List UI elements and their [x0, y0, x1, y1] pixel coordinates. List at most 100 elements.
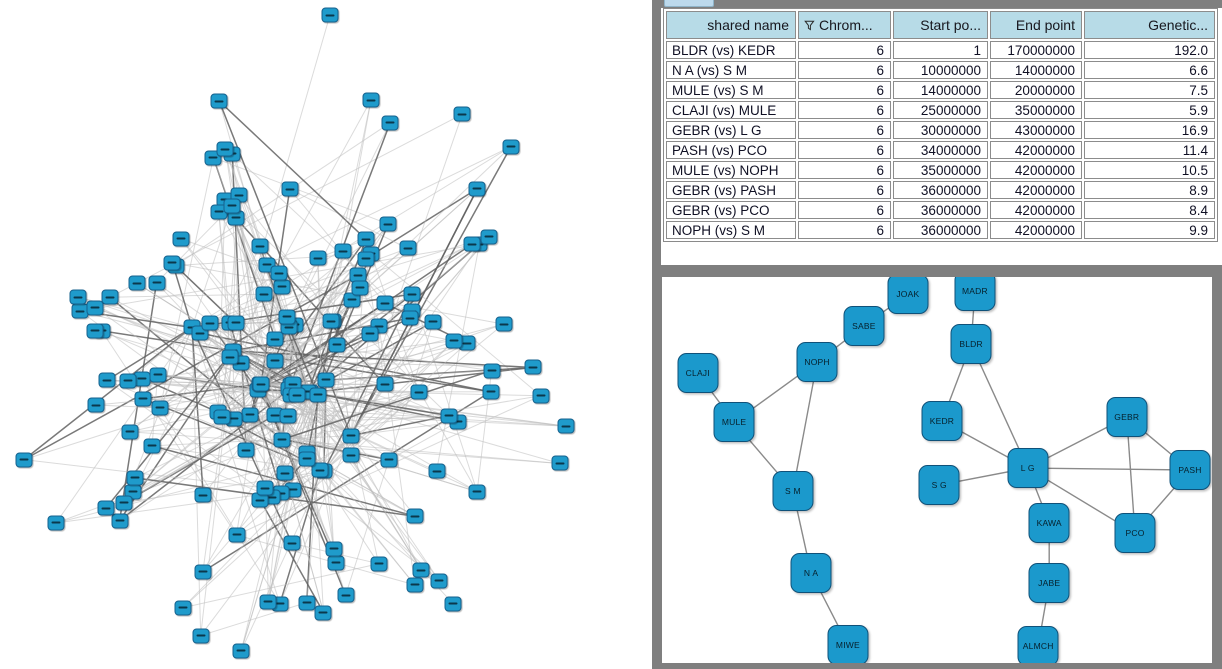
network-node[interactable] [362, 92, 380, 108]
network-node[interactable] [143, 438, 161, 454]
network-node[interactable] [121, 424, 139, 440]
network-node[interactable] [357, 231, 375, 247]
network-node[interactable]: GEBR [1106, 397, 1148, 438]
network-node[interactable] [379, 216, 397, 232]
network-node[interactable] [357, 251, 375, 267]
network-node[interactable] [376, 295, 394, 311]
network-node[interactable] [174, 600, 192, 616]
network-node[interactable] [309, 250, 327, 266]
network-node[interactable] [149, 367, 167, 383]
network-node[interactable] [524, 359, 542, 375]
network-node[interactable] [194, 564, 212, 580]
network-node[interactable] [163, 255, 181, 271]
network-node[interactable]: JOAK [887, 277, 929, 314]
network-node[interactable] [342, 428, 360, 444]
table-row[interactable]: GEBR (vs) L G 6 30000000 43000000 16.9 [666, 121, 1215, 139]
network-node[interactable] [298, 595, 316, 611]
column-header-chromosome[interactable]: Chrom... [798, 11, 891, 39]
network-node[interactable] [551, 455, 569, 471]
network-node[interactable] [223, 198, 241, 214]
network-node[interactable] [480, 229, 498, 245]
network-node[interactable] [241, 407, 259, 423]
column-header-end-point[interactable]: End point [990, 11, 1082, 39]
column-header-shared-name[interactable]: shared name [666, 11, 796, 39]
network-node[interactable] [325, 541, 343, 557]
network-node[interactable]: MADR [954, 277, 996, 311]
network-node[interactable] [317, 372, 335, 388]
network-node[interactable] [322, 313, 340, 329]
network-node[interactable] [468, 484, 486, 500]
table-row[interactable]: MULE (vs) NOPH 6 35000000 42000000 10.5 [666, 161, 1215, 179]
network-node[interactable]: MULE [713, 402, 755, 443]
table-row[interactable]: PASH (vs) PCO 6 34000000 42000000 11.4 [666, 141, 1215, 159]
network-node[interactable] [266, 331, 284, 347]
network-node[interactable] [328, 337, 346, 353]
network-node[interactable] [266, 353, 284, 369]
network-node[interactable] [148, 275, 166, 291]
filter-icon[interactable] [804, 20, 815, 31]
table-row[interactable]: N A (vs) S M 6 10000000 14000000 6.6 [666, 61, 1215, 79]
network-node[interactable] [111, 513, 129, 529]
network-node[interactable]: BLDR [950, 324, 992, 365]
edge[interactable] [1027, 467, 1191, 471]
network-node[interactable] [255, 286, 273, 302]
edge[interactable] [970, 343, 1029, 469]
network-node[interactable] [403, 286, 421, 302]
network-node[interactable] [463, 236, 481, 252]
network-node[interactable] [227, 315, 245, 330]
network-node[interactable] [126, 470, 144, 486]
network-node[interactable] [98, 372, 116, 388]
network-node[interactable] [87, 397, 105, 413]
table-row[interactable]: BLDR (vs) KEDR 6 1 170000000 192.0 [666, 41, 1215, 59]
network-node[interactable]: S M [772, 470, 814, 511]
network-node[interactable] [399, 240, 417, 256]
table-row[interactable]: NOPH (vs) S M 6 36000000 42000000 9.9 [666, 221, 1215, 239]
network-node[interactable] [430, 573, 448, 589]
network-node[interactable]: CLAJI [677, 353, 719, 394]
network-node[interactable] [351, 280, 369, 296]
network-node[interactable] [401, 310, 419, 326]
network-node[interactable]: PASH [1169, 450, 1211, 490]
network-node[interactable] [270, 265, 288, 281]
network-node[interactable] [314, 605, 332, 620]
network-node[interactable] [86, 300, 104, 316]
network-node[interactable] [134, 391, 152, 407]
network-node[interactable] [334, 243, 352, 259]
network-node[interactable] [256, 480, 274, 496]
network-node[interactable] [278, 309, 296, 325]
main-network-panel[interactable] [0, 0, 652, 669]
network-node[interactable] [557, 418, 575, 434]
network-node[interactable] [86, 323, 104, 339]
network-node[interactable] [428, 463, 446, 479]
network-node[interactable] [444, 596, 462, 612]
network-node[interactable] [502, 139, 520, 155]
network-node[interactable] [194, 487, 212, 503]
network-node[interactable] [101, 289, 119, 305]
column-header-start-position[interactable]: Start po... [893, 11, 988, 39]
network-node[interactable] [252, 376, 270, 392]
network-node[interactable] [237, 442, 255, 458]
overview-network-canvas[interactable]: JOAK MADR SABE BLDR NOPH CLAJI MULE KEDR GEBR L G… [662, 277, 1212, 663]
network-node[interactable] [115, 495, 133, 511]
network-node[interactable] [47, 515, 65, 531]
network-node[interactable]: PCO [1114, 512, 1156, 553]
network-node[interactable] [445, 333, 463, 349]
network-node[interactable]: NOPH [796, 341, 838, 382]
network-node[interactable] [210, 93, 228, 109]
network-node[interactable] [298, 451, 316, 467]
network-node[interactable] [283, 535, 301, 551]
network-node[interactable] [192, 628, 210, 644]
network-node[interactable] [311, 462, 329, 478]
network-node[interactable] [15, 452, 33, 468]
network-node[interactable] [380, 452, 398, 468]
network-node[interactable]: N A [790, 553, 832, 594]
table-row[interactable]: GEBR (vs) PASH 6 36000000 42000000 8.9 [666, 181, 1215, 199]
network-node[interactable] [495, 316, 513, 332]
network-node[interactable] [273, 279, 291, 295]
network-node[interactable]: KEDR [921, 400, 963, 441]
network-node[interactable] [273, 432, 291, 448]
network-node[interactable]: ALMCH [1017, 626, 1059, 663]
network-node[interactable] [309, 387, 327, 403]
network-node[interactable] [97, 500, 115, 516]
table-row[interactable]: MULE (vs) S M 6 14000000 20000000 7.5 [666, 81, 1215, 99]
